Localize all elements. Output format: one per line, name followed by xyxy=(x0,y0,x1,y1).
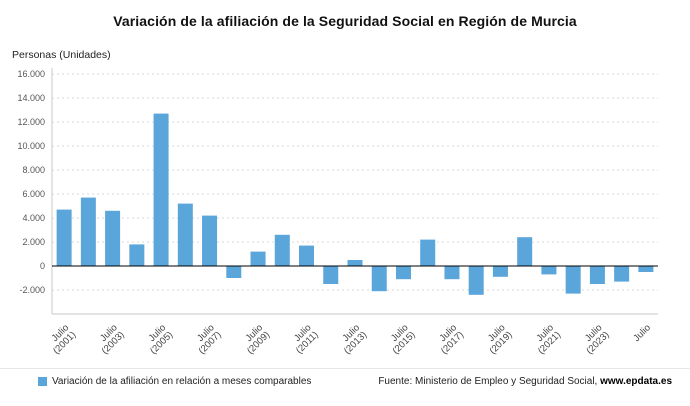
bar-julio-2012[interactable] xyxy=(323,266,339,284)
bar-julio-2009[interactable] xyxy=(250,251,266,266)
bar-julio-2017[interactable] xyxy=(444,266,460,280)
x-tick-label: Julio(2007) xyxy=(189,322,223,356)
bar-julio-2003[interactable] xyxy=(105,210,121,266)
bar-julio-2005[interactable] xyxy=(153,113,169,266)
y-axis-units-label: Personas (Unidades) xyxy=(12,49,111,61)
x-tick-label: Julio(2019) xyxy=(480,322,514,356)
bar-julio-2001[interactable] xyxy=(56,209,72,266)
x-tick-label: Julio(2011) xyxy=(287,322,321,356)
bar-chart: -2.000 0 2.000 4.000 6.000 8.000 10.000 12.000 1… xyxy=(17,68,658,357)
y-tick-label: 14.000 xyxy=(17,93,45,103)
bar-julio-2019[interactable] xyxy=(492,266,508,277)
y-tick-label: 12.000 xyxy=(17,117,45,127)
bar-julio-2021[interactable] xyxy=(541,266,557,275)
bar-julio-2022[interactable] xyxy=(565,266,581,294)
x-tick-label: Julio(2017) xyxy=(432,322,466,356)
legend-label: Variación de la afiliación en relación a… xyxy=(52,376,312,387)
bar-julio-2002[interactable] xyxy=(80,197,96,266)
x-tick-label: Julio(2021) xyxy=(529,322,563,356)
y-tick-label: 6.000 xyxy=(22,189,45,199)
bar-julio-2018[interactable] xyxy=(468,266,484,295)
bar-julio-2025[interactable] xyxy=(638,266,654,272)
footer-divider xyxy=(0,368,690,369)
x-tick-label: Julio(2015) xyxy=(383,322,417,356)
bar-julio-2024[interactable] xyxy=(614,266,630,282)
bar-julio-2023[interactable] xyxy=(589,266,605,284)
x-tick-label: Julio(2013) xyxy=(335,322,369,356)
y-tick-label: -2.000 xyxy=(19,285,45,295)
y-tick-label: 0 xyxy=(40,261,45,271)
bar-julio-2016[interactable] xyxy=(420,239,436,266)
x-tick-label: Julio(2023) xyxy=(577,322,611,356)
bar-julio-2013[interactable] xyxy=(347,260,363,266)
bar-julio-2006[interactable] xyxy=(177,203,193,266)
x-tick-label: Julio(2001) xyxy=(44,322,78,356)
bar-julio-2007[interactable] xyxy=(202,215,218,266)
y-tick-label: 8.000 xyxy=(22,165,45,175)
source-site[interactable]: www.epdata.es xyxy=(600,376,672,387)
source-prefix: Fuente: Ministerio de Empleo y Seguridad… xyxy=(378,376,601,387)
footer: Variación de la afiliación en relación a… xyxy=(0,376,690,387)
bar-julio-2015[interactable] xyxy=(395,266,411,280)
y-tick-label: 2.000 xyxy=(22,237,45,247)
chart-title: Variación de la afiliación de la Segurid… xyxy=(113,13,577,29)
legend-marker xyxy=(38,377,47,386)
bar-julio-2010[interactable] xyxy=(274,234,290,266)
bar-julio-2020[interactable] xyxy=(517,237,533,266)
x-tick-label: Julio xyxy=(631,322,653,344)
bar-julio-2011[interactable] xyxy=(299,245,315,266)
y-tick-label: 4.000 xyxy=(22,213,45,223)
source-text: Fuente: Ministerio de Empleo y Seguridad… xyxy=(378,376,672,387)
x-tick-label: Julio(2005) xyxy=(141,322,175,356)
bar-julio-2008[interactable] xyxy=(226,266,242,278)
legend: Variación de la afiliación en relación a… xyxy=(38,376,311,387)
y-tick-label: 16.000 xyxy=(17,69,45,79)
bar-julio-2014[interactable] xyxy=(371,266,387,292)
bar-julio-2004[interactable] xyxy=(129,244,145,266)
x-tick-label: Julio(2003) xyxy=(93,322,127,356)
x-tick-label: Julio(2009) xyxy=(238,322,272,356)
y-tick-label: 10.000 xyxy=(17,141,45,151)
